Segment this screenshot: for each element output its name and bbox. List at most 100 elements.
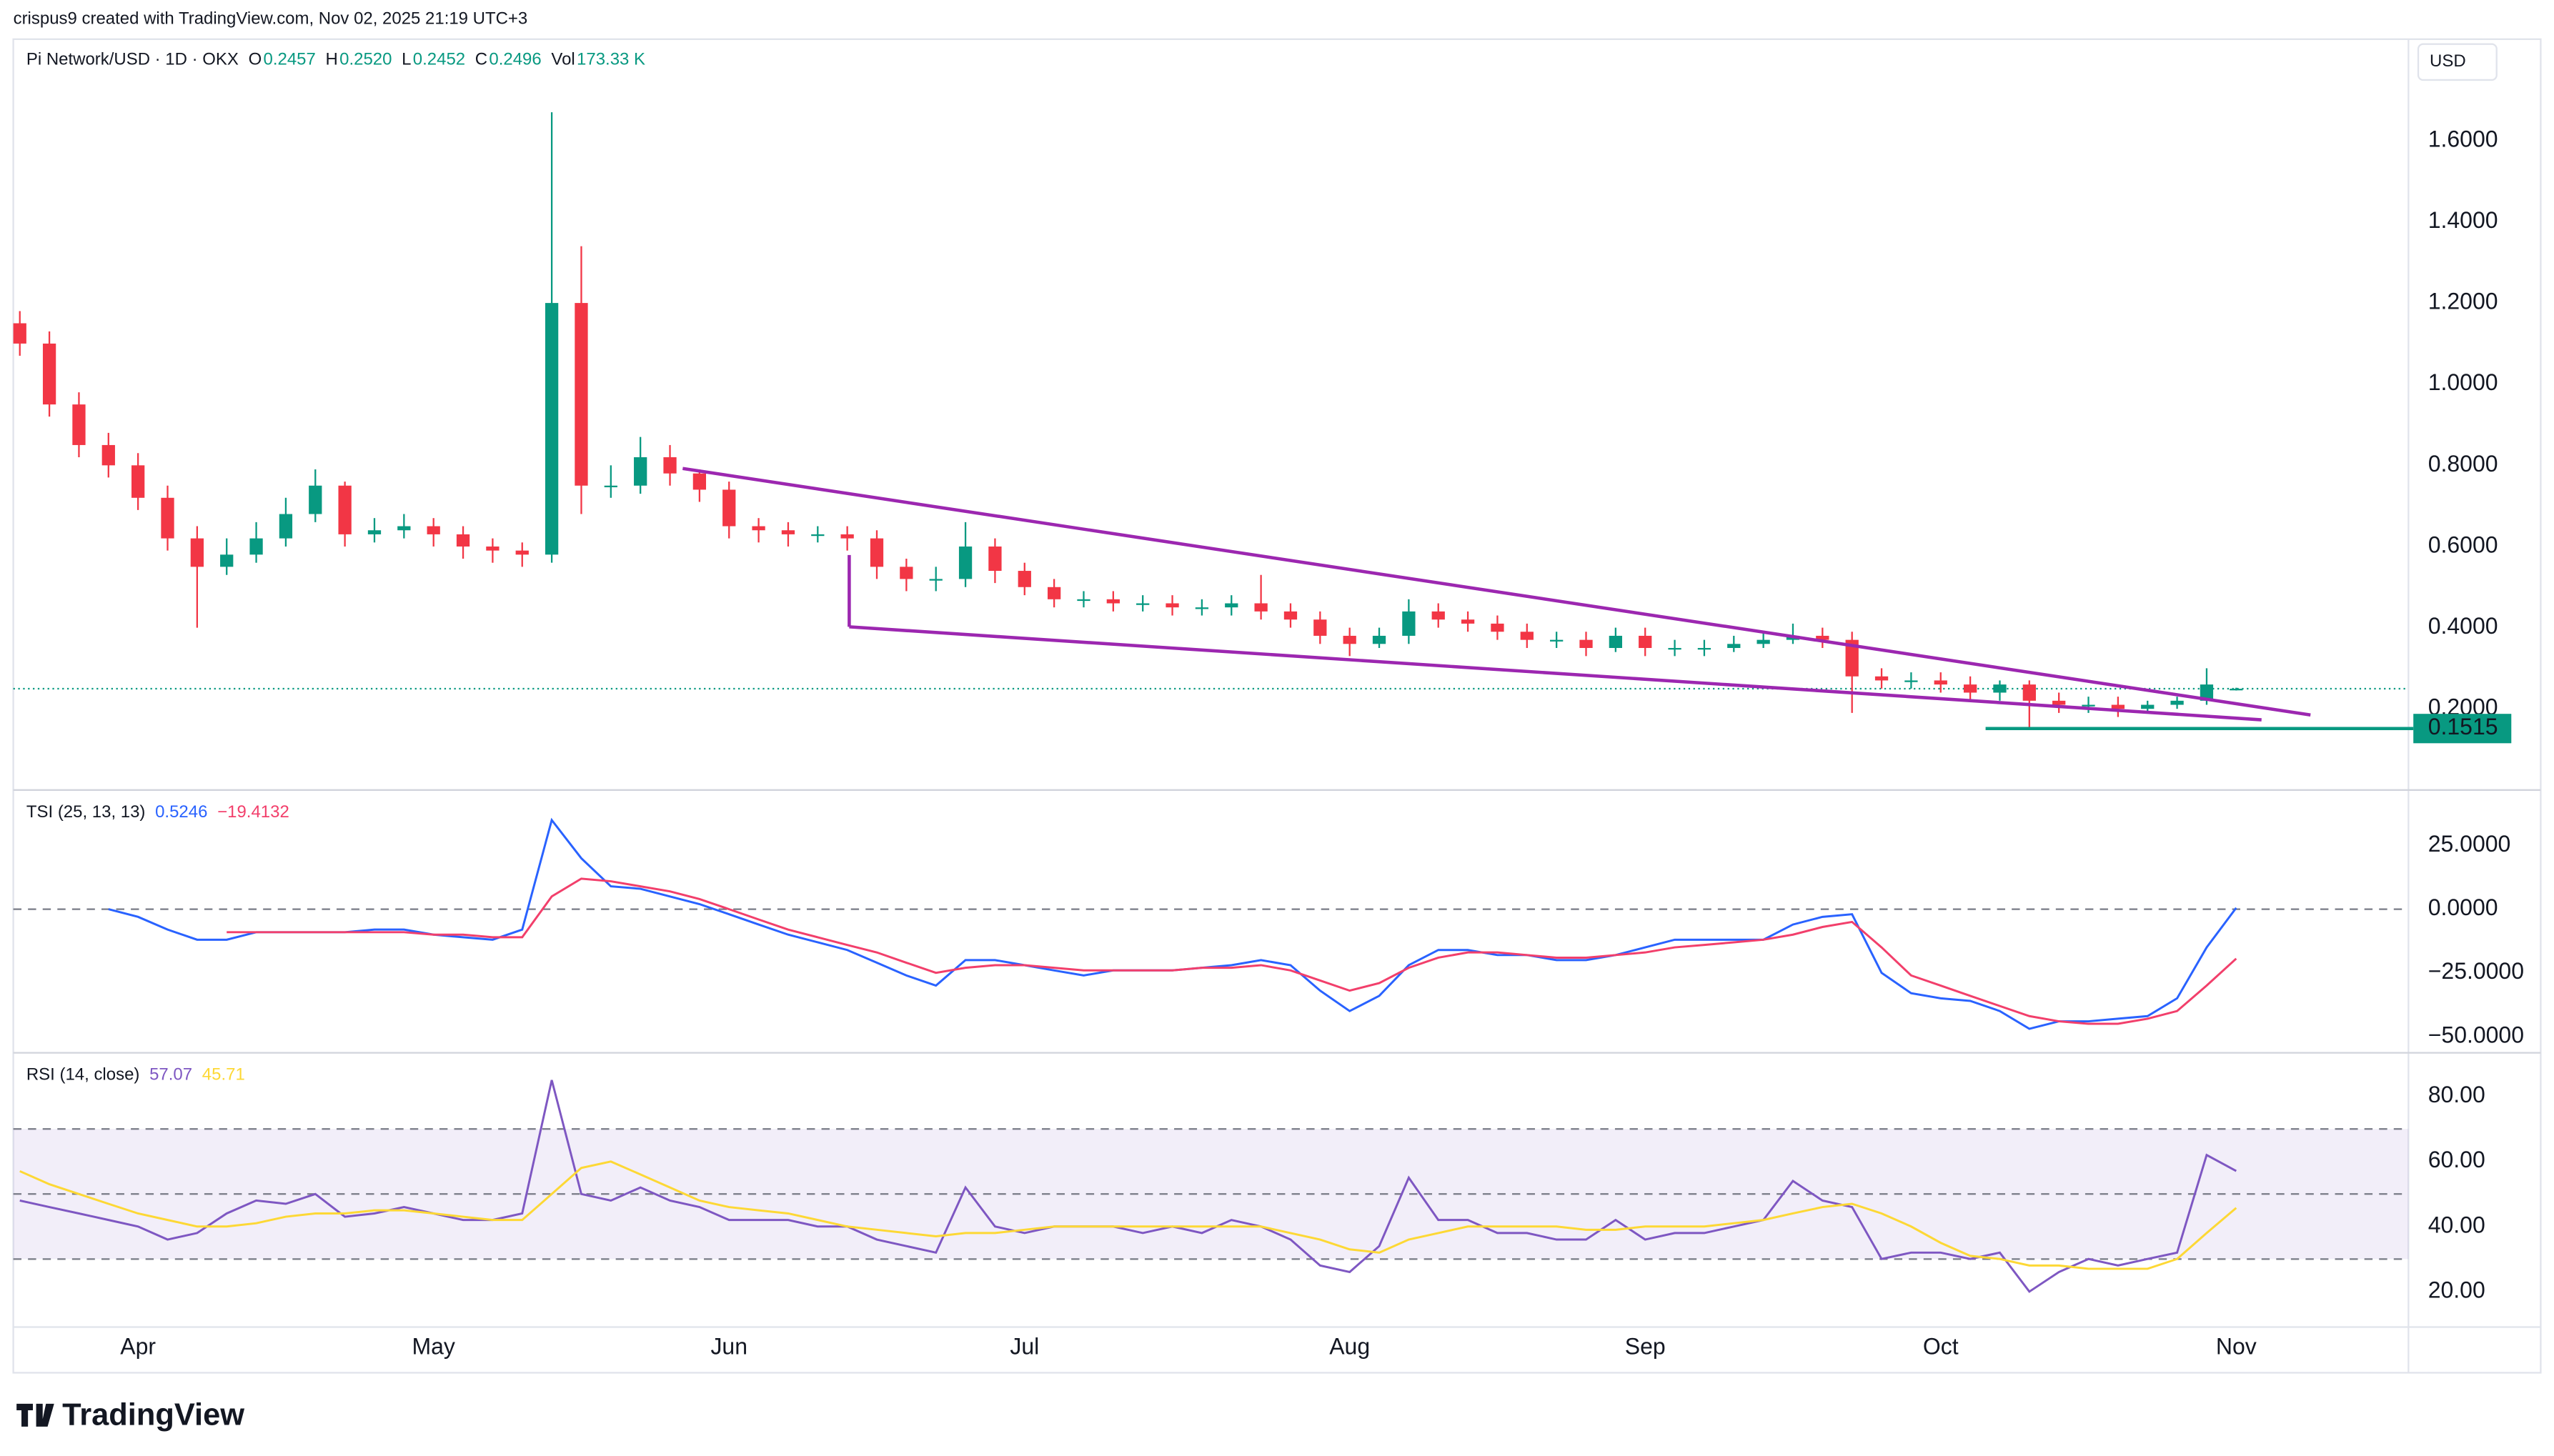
legend-item: Vol xyxy=(551,50,575,69)
candle-body xyxy=(722,489,736,527)
candle-body xyxy=(1431,611,1445,620)
currency: USD xyxy=(2430,51,2466,71)
y-tick-label: 40.00 xyxy=(2428,1212,2485,1237)
candle-body xyxy=(1816,635,1829,640)
trend-line-lower xyxy=(849,625,2262,722)
x-tick-label: Jun xyxy=(710,1334,747,1360)
candle-body xyxy=(929,579,943,581)
y-tick-label: 20.00 xyxy=(2428,1277,2485,1302)
support-label-box xyxy=(2413,714,2512,744)
candle-body xyxy=(840,534,854,539)
x-tick-label: Nov xyxy=(2216,1334,2257,1360)
candle-body xyxy=(1313,619,1327,636)
candle-body xyxy=(1934,680,1947,685)
candle-body xyxy=(1136,603,1150,605)
candle-body xyxy=(634,457,647,486)
y-tick-label: 1.2000 xyxy=(2428,289,2498,314)
candle-body xyxy=(338,485,352,534)
legend-item: C xyxy=(475,50,487,69)
candle-body xyxy=(1077,599,1090,602)
candle-body xyxy=(515,550,529,555)
candle-body xyxy=(2082,704,2095,707)
y-tick-label: 0.8000 xyxy=(2428,451,2498,477)
candle-body xyxy=(1106,599,1120,604)
x-tick-label: May xyxy=(412,1334,454,1360)
candle-body xyxy=(1727,644,1741,648)
candle-body xyxy=(1874,676,1889,681)
candle-body xyxy=(1225,603,1238,608)
candle-body xyxy=(1579,639,1593,648)
candle-body xyxy=(1550,639,1564,642)
candle-body xyxy=(249,538,263,555)
legend-item: RSI (14, close) xyxy=(26,1065,140,1084)
candle-body xyxy=(397,526,411,531)
brand-logo xyxy=(16,1403,54,1427)
candle-body xyxy=(2052,700,2066,705)
candle-body xyxy=(2141,704,2155,709)
candle-body xyxy=(427,526,440,534)
candle-body xyxy=(1904,680,1918,682)
legend-item: O xyxy=(249,50,262,69)
legend-item: L xyxy=(402,50,411,69)
candle-body xyxy=(161,497,174,539)
y-tick-label: 0.4000 xyxy=(2428,613,2498,639)
candle-body xyxy=(131,465,145,498)
candle-body xyxy=(692,473,707,490)
indicator-line xyxy=(19,1160,2237,1270)
candle-body xyxy=(2170,700,2184,705)
legend-item: 0.2520 xyxy=(339,50,392,69)
candle-body xyxy=(781,530,795,534)
x-tick-label: Apr xyxy=(120,1334,156,1360)
candle-body xyxy=(309,485,322,514)
candle-body xyxy=(1757,639,1770,644)
candle-body xyxy=(1963,684,1977,693)
legend-item: 0.5246 xyxy=(155,802,207,822)
candle-body xyxy=(1402,611,1416,636)
candle-body xyxy=(1372,635,1386,644)
currency-button[interactable] xyxy=(2417,43,2498,81)
legend-item: 57.07 xyxy=(149,1065,192,1084)
candle-body xyxy=(811,534,825,537)
candle-body xyxy=(1461,619,1475,624)
brand: TradingView xyxy=(16,1398,244,1432)
candle-body xyxy=(2111,704,2125,709)
candle-body xyxy=(1993,684,2007,693)
candle-body xyxy=(486,546,500,551)
candle-body xyxy=(72,404,86,445)
legend-item: −19.4132 xyxy=(217,802,289,822)
attribution: crispus9 created with TradingView.com, N… xyxy=(14,9,528,29)
indicator-line xyxy=(227,877,2237,1025)
x-tick-label: Sep xyxy=(1625,1334,1666,1360)
candle-body xyxy=(2230,689,2243,691)
legend-item: 0.2452 xyxy=(413,50,465,69)
legend-item: 0.2496 xyxy=(489,50,541,69)
trend-line-upper xyxy=(682,467,2311,717)
y-tick-label: 60.00 xyxy=(2428,1147,2485,1172)
candle-body xyxy=(988,546,1002,572)
y-tick-label: −50.0000 xyxy=(2428,1022,2524,1047)
candle-body xyxy=(1283,611,1298,620)
candle-body xyxy=(1697,647,1711,650)
candle-body xyxy=(1639,635,1652,648)
candle-body xyxy=(575,303,588,486)
candle-body xyxy=(1609,635,1622,648)
brand-name: TradingView xyxy=(62,1398,244,1432)
y-tick-label: 25.0000 xyxy=(2428,831,2511,857)
candle-body xyxy=(1491,623,1504,632)
candle-body xyxy=(1343,635,1356,644)
support-label: 0.1515 xyxy=(2428,714,2498,739)
candle-body xyxy=(2022,684,2036,701)
y-tick-label: −25.0000 xyxy=(2428,958,2524,984)
candle-body xyxy=(752,526,765,531)
falling-wedge xyxy=(682,467,2311,722)
candle-body xyxy=(1845,639,1859,677)
candle-body xyxy=(1195,607,1209,609)
candle-body xyxy=(42,343,56,405)
legend-item: 173.33 K xyxy=(577,50,645,69)
y-tick-label: 80.00 xyxy=(2428,1082,2485,1107)
y-tick-label: 1.4000 xyxy=(2428,207,2498,233)
legend: TSI (25, 13, 13) 0.5246 −19.4132 xyxy=(26,802,289,822)
candle-body xyxy=(456,534,470,547)
frame xyxy=(12,38,2542,1374)
